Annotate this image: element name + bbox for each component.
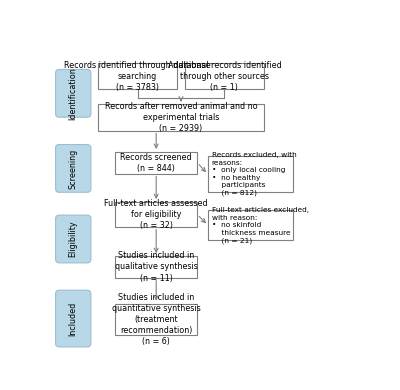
FancyBboxPatch shape <box>56 69 91 117</box>
FancyBboxPatch shape <box>185 63 264 89</box>
FancyBboxPatch shape <box>98 63 177 89</box>
FancyBboxPatch shape <box>98 105 264 131</box>
FancyBboxPatch shape <box>115 256 197 278</box>
FancyBboxPatch shape <box>208 211 293 241</box>
Text: Records excluded, with
reasons:
•  only local cooling
•  no healthy
    particip: Records excluded, with reasons: • only l… <box>212 152 296 197</box>
FancyBboxPatch shape <box>208 156 293 192</box>
Text: Full-text articles excluded,
with reason:
•  no skinfold
    thickness measure
 : Full-text articles excluded, with reason… <box>212 207 309 244</box>
Text: Studies included in
quantitative synthesis
(treatment
recommendation)
(n = 6): Studies included in quantitative synthes… <box>112 292 200 346</box>
Text: Additional records identified
through other sources
(n = 1): Additional records identified through ot… <box>168 61 281 92</box>
FancyBboxPatch shape <box>115 202 197 227</box>
FancyBboxPatch shape <box>115 303 197 335</box>
FancyBboxPatch shape <box>56 145 91 192</box>
Text: Screening: Screening <box>69 148 78 188</box>
Text: Records screened
(n = 844): Records screened (n = 844) <box>120 152 192 173</box>
FancyBboxPatch shape <box>56 215 91 263</box>
FancyBboxPatch shape <box>56 290 91 347</box>
Text: Identification: Identification <box>69 67 78 120</box>
Text: Eligibility: Eligibility <box>69 221 78 257</box>
Text: Records identified through database
searching
(n = 3783): Records identified through database sear… <box>64 61 211 92</box>
Text: Included: Included <box>69 301 78 336</box>
Text: Records after removed animal and no
experimental trials
(n = 2939): Records after removed animal and no expe… <box>105 102 257 133</box>
FancyBboxPatch shape <box>115 152 197 174</box>
Text: Studies included in
qualitative synthesis
(n = 11): Studies included in qualitative synthesi… <box>115 251 198 282</box>
Text: Full-text articles assessed
for eligibility
(n = 32): Full-text articles assessed for eligibil… <box>104 199 208 230</box>
